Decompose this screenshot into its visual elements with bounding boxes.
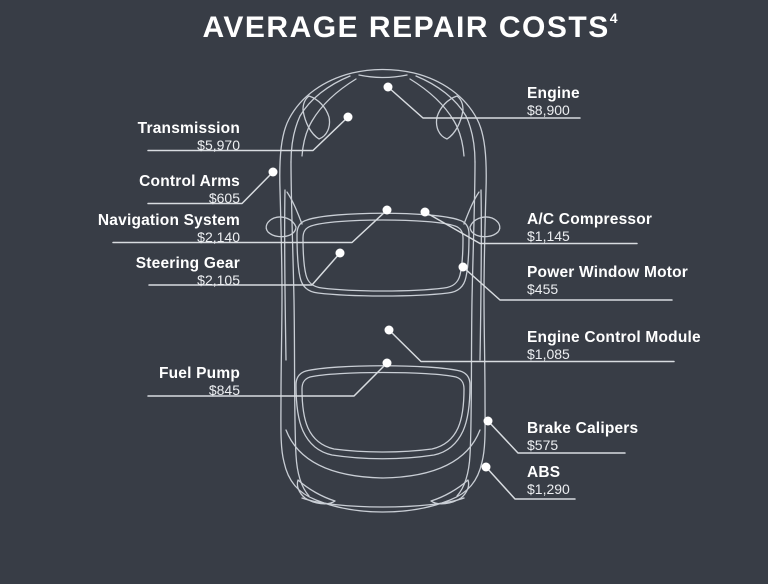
leader-steering-gear xyxy=(148,252,341,286)
headlight-left xyxy=(302,95,331,140)
part-price: $845 xyxy=(208,382,240,398)
leader-transmission xyxy=(147,116,349,152)
label-fuel-pump: Fuel Pump $845 xyxy=(159,366,240,398)
taillight-left xyxy=(296,479,336,505)
leader-fuel-pump xyxy=(147,362,388,397)
part-name: Fuel Pump xyxy=(158,365,240,382)
page-title-text: AVERAGE REPAIR COSTS xyxy=(202,11,610,44)
fender-line-right xyxy=(479,189,483,361)
leader-navigation-system xyxy=(112,209,388,244)
part-price: $1,085 xyxy=(527,346,570,362)
label-transmission: Transmission $5,970 xyxy=(138,121,240,153)
part-name: Steering Gear xyxy=(135,255,240,272)
label-engine: Engine $8,900 xyxy=(527,86,580,118)
leader-abs xyxy=(485,466,576,500)
label-navigation-system: Navigation System $2,140 xyxy=(98,213,240,245)
hood-crease-right-outer xyxy=(415,75,476,163)
label-steering-gear: Steering Gear $2,105 xyxy=(136,256,240,288)
label-engine-control-module: Engine Control Module $1,085 xyxy=(527,330,701,362)
leader-engine-control-module xyxy=(388,329,675,363)
trunk-line xyxy=(285,429,481,479)
hood-crease-right-inner xyxy=(409,78,465,157)
part-price: $2,105 xyxy=(197,272,240,288)
fender-line-left xyxy=(283,189,287,361)
point-dots xyxy=(268,82,493,472)
navigation-system-point-dot xyxy=(382,205,392,215)
part-price: $5,970 xyxy=(197,137,240,153)
leader-ac-compressor xyxy=(424,211,638,245)
part-name: ABS xyxy=(527,464,561,481)
a-pillar-right xyxy=(463,191,480,225)
part-price: $1,290 xyxy=(527,481,570,497)
part-price: $575 xyxy=(527,437,559,453)
part-name: Navigation System xyxy=(97,212,240,229)
ac-compressor-point-dot xyxy=(420,207,430,217)
side-mirror-left xyxy=(265,216,297,238)
windshield-inner xyxy=(302,219,464,292)
rear-window-inner xyxy=(301,371,465,453)
part-name: Brake Calipers xyxy=(527,420,639,437)
part-price: $605 xyxy=(208,190,240,206)
steering-gear-point-dot xyxy=(335,248,345,258)
control-arms-point-dot xyxy=(268,167,278,177)
page-title: AVERAGE REPAIR COSTS4 xyxy=(26,10,768,45)
power-window-motor-point-dot xyxy=(458,262,468,272)
rear-bumper-line xyxy=(301,497,465,508)
label-ac-compressor: A/C Compressor $1,145 xyxy=(527,212,652,244)
part-price: $455 xyxy=(527,281,559,297)
leader-brake-calipers xyxy=(487,420,626,454)
part-price: $8,900 xyxy=(527,102,570,118)
front-grille-line xyxy=(358,74,408,79)
part-price: $2,140 xyxy=(197,229,240,245)
leader-control-arms xyxy=(147,171,274,205)
leader-power-window-motor xyxy=(462,266,673,301)
abs-point-dot xyxy=(481,462,491,472)
rear-window-outer xyxy=(295,365,471,460)
leader-engine xyxy=(387,86,581,119)
label-abs: ABS $1,290 xyxy=(527,465,570,497)
a-pillar-left xyxy=(286,191,303,225)
label-brake-calipers: Brake Calipers $575 xyxy=(527,421,638,453)
footnote-marker: 4 xyxy=(609,10,618,26)
brake-calipers-point-dot xyxy=(483,416,493,426)
fuel-pump-point-dot xyxy=(382,358,392,368)
body-side-line-right xyxy=(456,161,476,497)
part-name: Transmission xyxy=(137,120,240,137)
car-top-view xyxy=(265,68,501,513)
part-name: Control Arms xyxy=(139,173,240,190)
part-name: Engine xyxy=(527,85,580,102)
hood-crease-left-outer xyxy=(290,75,351,163)
car-body-outline xyxy=(279,68,487,513)
body-side-line-left xyxy=(290,161,310,497)
part-name: A/C Compressor xyxy=(527,211,653,228)
headlight-right xyxy=(435,95,464,140)
part-name: Power Window Motor xyxy=(527,264,689,281)
engine-point-dot xyxy=(383,82,393,92)
label-control-arms: Control Arms $605 xyxy=(139,174,240,206)
windshield-outer xyxy=(296,212,470,297)
leader-lines xyxy=(112,86,675,500)
transmission-point-dot xyxy=(343,112,353,122)
label-power-window-motor: Power Window Motor $455 xyxy=(527,265,688,297)
hood-crease-left-inner xyxy=(301,78,357,157)
part-name: Engine Control Module xyxy=(527,329,701,346)
side-mirror-right xyxy=(469,216,501,238)
part-price: $1,145 xyxy=(527,228,570,244)
taillight-right xyxy=(430,479,470,505)
engine-control-module-point-dot xyxy=(384,325,394,335)
